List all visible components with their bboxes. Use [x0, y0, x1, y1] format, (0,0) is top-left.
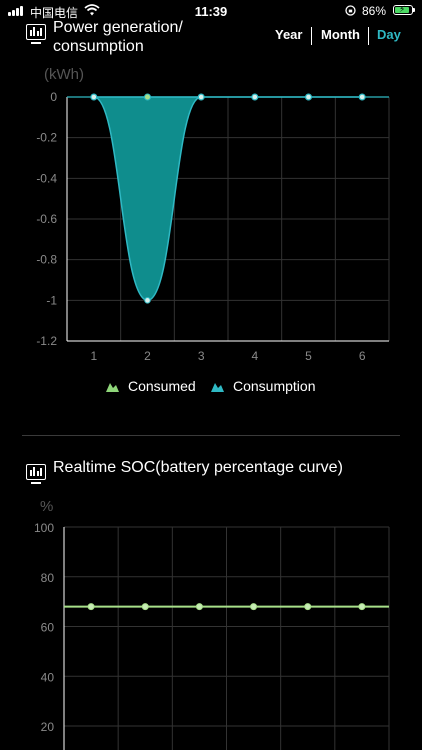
y-tick-label: 100: [34, 521, 54, 535]
y-tick-label: -1.2: [36, 334, 57, 348]
status-bar: 中国电信 11:39 86% ⚡: [0, 0, 422, 24]
power-section-title: Power generation/ consumption: [53, 19, 183, 55]
monitor-chart-icon: [26, 24, 46, 44]
monitor-chart-icon: [26, 464, 46, 484]
battery-percentage: 86%: [362, 4, 387, 18]
x-tick-label: 1: [90, 349, 97, 363]
soc-point: [304, 603, 312, 611]
y-tick-label: 80: [41, 571, 55, 585]
y-tick-label: 60: [41, 621, 55, 635]
consumed-point: [144, 93, 151, 101]
y-tick-label: -0.2: [36, 131, 57, 145]
consumption-legend-icon: [211, 383, 224, 392]
signal-icon: [8, 6, 26, 16]
consumption-point: [358, 93, 366, 101]
x-tick-label: 5: [305, 349, 312, 363]
y-axis-unit: (kWh): [44, 66, 84, 83]
carrier-name: 中国电信: [30, 6, 79, 20]
x-tick-label: 3: [198, 349, 205, 363]
soc-point: [141, 603, 149, 611]
tab-separator: [368, 27, 369, 45]
clock: 11:39: [194, 4, 228, 19]
y-tick-label: 0: [50, 90, 57, 104]
tab-separator: [311, 27, 312, 45]
consumption-point: [144, 297, 151, 304]
x-tick-label: 4: [251, 349, 258, 363]
soc-section-title: Realtime SOC(battery percentage curve): [53, 459, 343, 476]
consumption-point: [305, 93, 312, 101]
consumption-point: [90, 93, 98, 101]
consumption-point: [251, 93, 259, 101]
y-tick-label: 40: [41, 670, 55, 684]
y-tick-label: -0.8: [36, 253, 57, 267]
soc-point: [358, 603, 366, 611]
y-tick-label: -0.6: [36, 212, 57, 226]
consumed-legend-icon: [106, 383, 119, 392]
battery-icon: ⚡: [393, 4, 415, 15]
y-tick-label: -1: [46, 293, 57, 307]
tab-month[interactable]: Month: [321, 27, 360, 42]
legend-consumed: Consumed: [128, 378, 196, 394]
tab-day[interactable]: Day: [377, 27, 401, 42]
x-tick-label: 6: [359, 349, 366, 363]
tab-year[interactable]: Year: [275, 27, 303, 42]
soc-y-axis-unit: %: [40, 498, 54, 515]
y-tick-label: -0.4: [36, 171, 57, 185]
soc-point: [250, 603, 258, 611]
y-tick-label: 20: [41, 720, 55, 734]
x-tick-label: 2: [144, 349, 151, 363]
rotation-lock-icon: [345, 5, 356, 16]
soc-point: [87, 603, 95, 611]
soc-point: [195, 603, 203, 611]
consumption-point: [197, 93, 205, 101]
section-divider: [22, 435, 400, 436]
legend-consumption: Consumption: [233, 378, 316, 394]
wifi-icon: [84, 4, 100, 16]
